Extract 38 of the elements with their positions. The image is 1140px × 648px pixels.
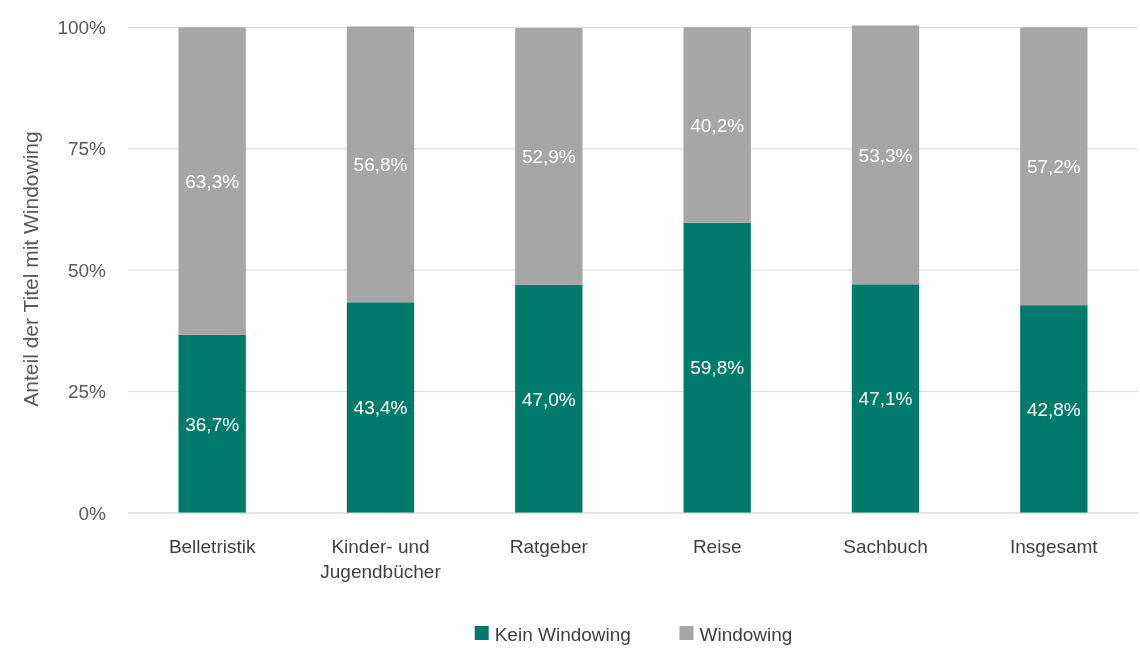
bar: [515, 27, 583, 285]
data-label: 40,2%: [690, 114, 745, 136]
x-tick-label: Belletristik: [168, 536, 256, 557]
bar: [1020, 305, 1088, 513]
data-label: 42,8%: [1026, 398, 1081, 420]
data-label: 47,1%: [858, 388, 913, 410]
bar: [683, 27, 751, 223]
y-tick-label: 75%: [67, 138, 107, 160]
bar: [346, 302, 415, 513]
x-tick-label: Kinder- und Jugendbücher: [320, 536, 442, 582]
bar: [346, 26, 415, 303]
legend-label: Kein Windowing: [494, 623, 631, 645]
data-label: 56,8%: [353, 154, 408, 176]
y-tick-label: 0%: [78, 502, 107, 524]
data-label: 59,8%: [690, 357, 745, 379]
x-tick-label: Sachbuch: [843, 536, 928, 557]
data-label: 52,9%: [521, 146, 576, 167]
x-tick-label: Ratgeber: [509, 536, 589, 557]
bar: [851, 284, 920, 513]
y-tick-label: 25%: [67, 381, 107, 403]
data-label: 47,0%: [521, 388, 576, 410]
x-tick-label: Insgesamt: [1010, 536, 1099, 557]
data-label: 43,4%: [353, 397, 408, 419]
y-axis-title: Anteil der Titel mit Windowing: [19, 131, 42, 407]
bar: [683, 222, 751, 513]
bar: [515, 284, 583, 513]
bar: [178, 334, 246, 513]
y-tick-label: 50%: [67, 259, 107, 281]
x-tick-label: Reise: [692, 536, 742, 557]
bar: [1020, 27, 1088, 306]
data-label: 53,3%: [858, 144, 913, 166]
bar: [178, 27, 246, 335]
data-label: 63,3%: [185, 170, 240, 192]
y-tick-label: 100%: [57, 17, 107, 39]
legend-label: Windowing: [699, 623, 793, 645]
data-label: 57,2%: [1026, 155, 1081, 177]
data-label: 36,7%: [185, 413, 240, 435]
bar: [851, 25, 920, 285]
